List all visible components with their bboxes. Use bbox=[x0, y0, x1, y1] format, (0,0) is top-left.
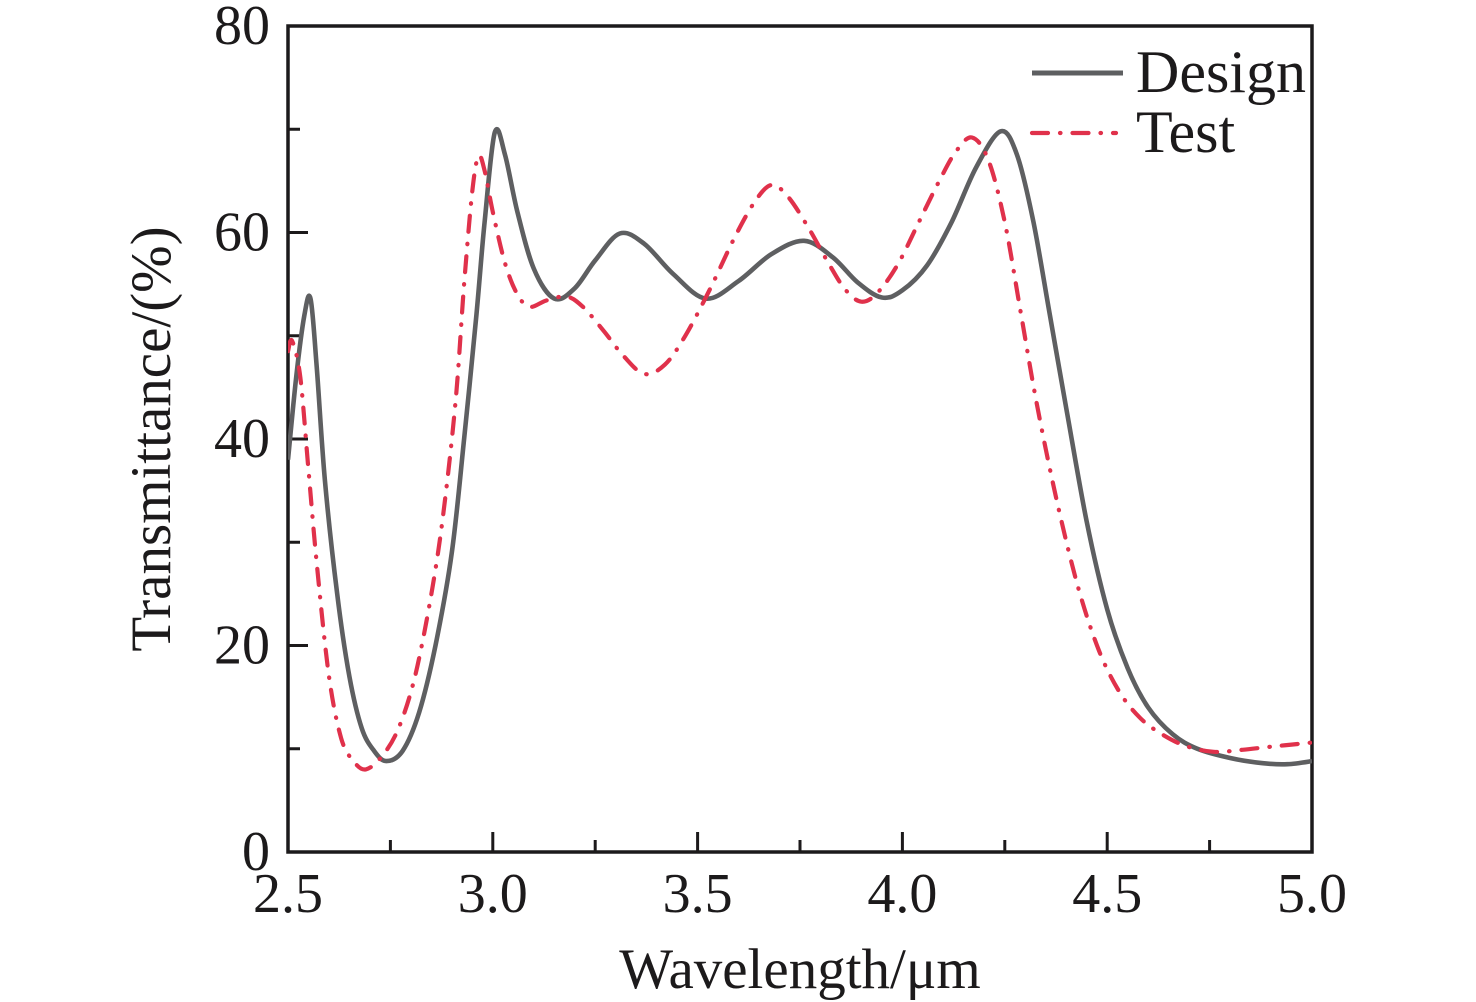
x-tick-label: 3.0 bbox=[458, 863, 528, 925]
y-tick-label: 20 bbox=[214, 615, 270, 677]
legend-design-label: Design bbox=[1136, 39, 1306, 105]
x-axis-title: Wavelength/μm bbox=[619, 938, 981, 1001]
x-tick-label: 2.5 bbox=[253, 863, 323, 925]
x-tick-label: 4.0 bbox=[867, 863, 937, 925]
design-curve bbox=[288, 127, 1312, 767]
y-axis-title: Transmittance/(%) bbox=[120, 226, 183, 651]
x-tick-label: 4.5 bbox=[1072, 863, 1142, 925]
test-curve bbox=[288, 135, 1312, 772]
y-tick-label: 80 bbox=[214, 0, 270, 57]
legend-test-label: Test bbox=[1136, 99, 1235, 165]
axis-ticks bbox=[286, 24, 1314, 854]
x-tick-labels: 2.5 3.0 3.5 4.0 4.5 5.0 bbox=[253, 863, 1347, 925]
y-tick-label: 0 bbox=[242, 821, 270, 883]
y-tick-label: 60 bbox=[214, 202, 270, 264]
y-tick-label: 40 bbox=[214, 408, 270, 470]
x-tick-label: 3.5 bbox=[663, 863, 733, 925]
legend: Design Test bbox=[1029, 39, 1306, 165]
x-tick-label: 5.0 bbox=[1277, 863, 1347, 925]
y-tick-labels: 0 20 40 60 80 bbox=[214, 0, 270, 883]
